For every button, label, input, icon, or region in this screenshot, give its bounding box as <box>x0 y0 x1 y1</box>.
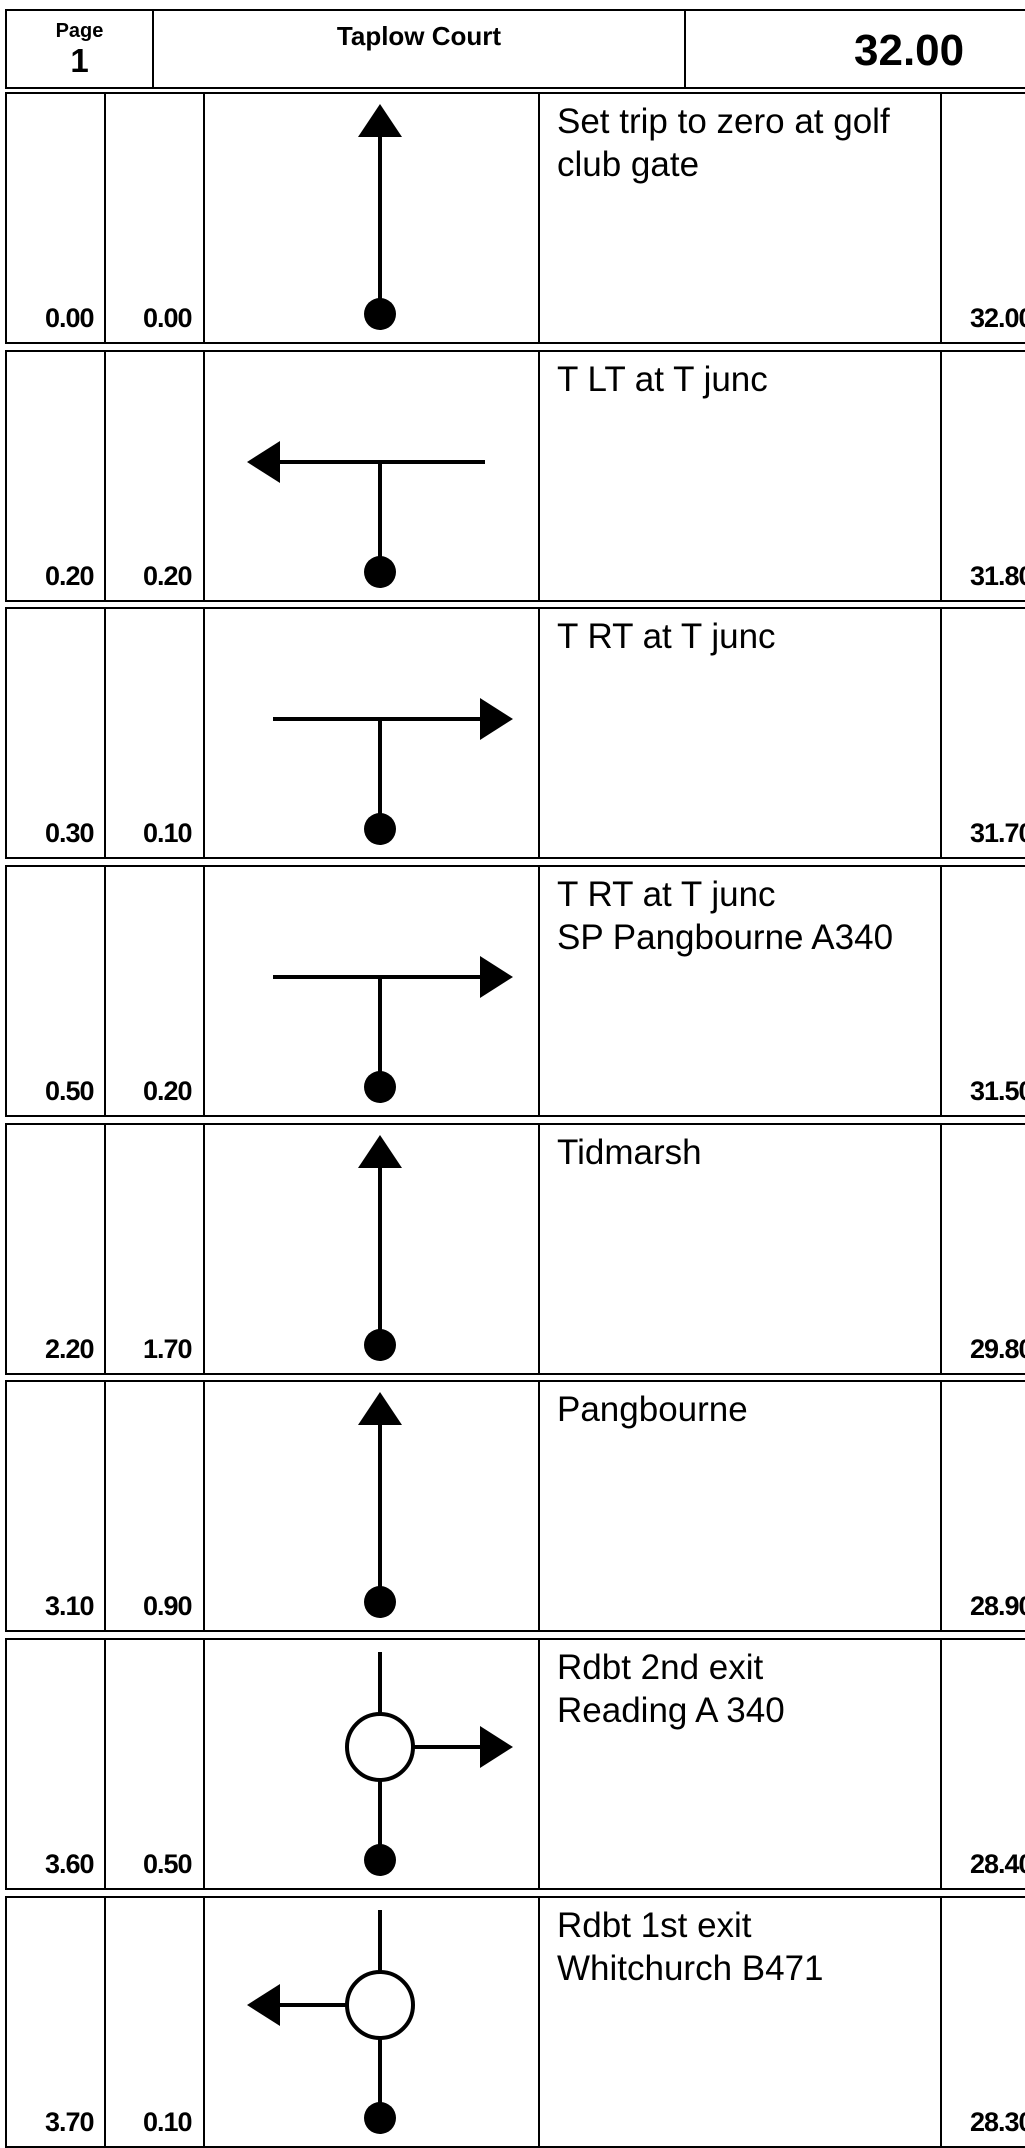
instruction-text: Tidmarsh <box>557 1133 702 1172</box>
cumulative-distance: 3.10 <box>45 1591 95 1621</box>
remaining-distance-cell: 28.90 <box>942 1382 1025 1630</box>
instruction-cell: T LT at T junc <box>540 352 942 600</box>
instruction-row: 0.20 0.20 T LT at T junc 31.80 <box>5 350 1025 602</box>
remaining-distance-cell: 31.70 <box>942 609 1025 857</box>
interval-distance-cell: 0.90 <box>106 1382 205 1630</box>
cumulative-distance-cell: 2.20 <box>7 1125 106 1373</box>
remaining-distance: 32.00 <box>970 303 1025 333</box>
interval-distance: 1.70 <box>143 1334 193 1364</box>
straight-ahead-arrow-icon <box>358 104 402 330</box>
cumulative-distance: 3.70 <box>45 2107 95 2137</box>
instruction-text: T RT at T junc SP Pangbourne A340 <box>557 875 894 957</box>
instruction-cell: Set trip to zero at golf club gate <box>540 94 942 342</box>
cumulative-distance-cell: 0.50 <box>7 867 106 1115</box>
instruction-text: T LT at T junc <box>557 360 768 399</box>
instruction-row: 3.70 0.10 Rdbt 1st exit Whitchurch B471 … <box>5 1896 1025 2148</box>
interval-distance-cell: 0.50 <box>106 1640 205 1888</box>
remaining-distance-cell: 32.00 <box>942 94 1025 342</box>
remaining-distance: 28.30 <box>970 2107 1025 2137</box>
cumulative-distance: 2.20 <box>45 1334 95 1364</box>
instruction-cell: Rdbt 1st exit Whitchurch B471 <box>540 1898 942 2146</box>
interval-distance-cell: 0.10 <box>106 609 205 857</box>
straight-ahead-arrow-icon <box>358 1135 402 1361</box>
cumulative-distance: 0.00 <box>45 303 95 333</box>
remaining-distance-cell: 31.50 <box>942 867 1025 1115</box>
instruction-text: Rdbt 1st exit Whitchurch B471 <box>557 1906 824 1988</box>
straight-ahead-arrow-icon <box>358 1392 402 1618</box>
instruction-row: 0.00 0.00 Set trip to zero at golf club … <box>5 92 1025 344</box>
tulip-diagram-cell <box>205 609 540 857</box>
t-junction-left-icon <box>247 441 485 588</box>
tulip-diagram-cell <box>205 1640 540 1888</box>
remaining-distance-cell: 29.80 <box>942 1125 1025 1373</box>
cumulative-distance: 0.30 <box>45 818 95 848</box>
tulip-diagram-cell <box>205 1382 540 1630</box>
route-title: Taplow Court <box>154 11 686 87</box>
instruction-row: 2.20 1.70 Tidmarsh 29.80 <box>5 1123 1025 1375</box>
cumulative-distance-cell: 3.60 <box>7 1640 106 1888</box>
interval-distance: 0.50 <box>143 1849 193 1879</box>
route-total-distance: 32.00 <box>854 26 965 75</box>
instruction-row: 3.10 0.90 Pangbourne 28.90 <box>5 1380 1025 1632</box>
instruction-cell: Rdbt 2nd exit Reading A 340 <box>540 1640 942 1888</box>
roadbook-header: Page 1 Taplow Court 32.00 <box>5 9 1025 89</box>
interval-distance-cell: 0.10 <box>106 1898 205 2146</box>
instruction-row: 3.60 0.50 Rdbt 2nd exit Reading A 340 28… <box>5 1638 1025 1890</box>
remaining-distance-cell: 31.80 <box>942 352 1025 600</box>
interval-distance: 0.20 <box>143 1076 193 1106</box>
cumulative-distance-cell: 3.70 <box>7 1898 106 2146</box>
instruction-text: T RT at T junc <box>557 617 776 656</box>
remaining-distance: 31.80 <box>970 561 1025 591</box>
cumulative-distance-cell: 3.10 <box>7 1382 106 1630</box>
roundabout-left-exit-icon <box>247 1910 415 2134</box>
interval-distance-cell: 0.20 <box>106 867 205 1115</box>
remaining-distance: 28.40 <box>970 1849 1025 1879</box>
roundabout-right-exit-icon <box>345 1652 513 1876</box>
cumulative-distance: 3.60 <box>45 1849 95 1879</box>
interval-distance-cell: 0.20 <box>106 352 205 600</box>
tulip-diagram-cell <box>205 94 540 342</box>
tulip-diagram-cell <box>205 867 540 1115</box>
t-junction-right-icon <box>273 698 513 845</box>
instruction-cell: T RT at T junc SP Pangbourne A340 <box>540 867 942 1115</box>
interval-distance: 0.10 <box>143 818 193 848</box>
page-label: Page <box>55 20 104 42</box>
tulip-diagram-cell <box>205 352 540 600</box>
interval-distance: 0.90 <box>143 1591 193 1621</box>
instruction-row: 0.50 0.20 T RT at T junc SP Pangbourne A… <box>5 865 1025 1117</box>
instruction-text: Set trip to zero at golf club gate <box>557 102 890 184</box>
tulip-diagram-cell <box>205 1898 540 2146</box>
instruction-cell: Pangbourne <box>540 1382 942 1630</box>
tulip-diagram-cell <box>205 1125 540 1373</box>
interval-distance-cell: 1.70 <box>106 1125 205 1373</box>
cumulative-distance: 0.50 <box>45 1076 95 1106</box>
interval-distance-cell: 0.00 <box>106 94 205 342</box>
instruction-cell: Tidmarsh <box>540 1125 942 1373</box>
instruction-text: Pangbourne <box>557 1390 748 1429</box>
instruction-cell: T RT at T junc <box>540 609 942 857</box>
remaining-distance-cell: 28.40 <box>942 1640 1025 1888</box>
cumulative-distance-cell: 0.20 <box>7 352 106 600</box>
interval-distance: 0.00 <box>143 303 193 333</box>
t-junction-right-icon <box>273 956 513 1103</box>
cumulative-distance-cell: 0.30 <box>7 609 106 857</box>
remaining-distance: 31.50 <box>970 1076 1025 1106</box>
page-indicator: Page 1 <box>7 11 154 87</box>
remaining-distance: 28.90 <box>970 1591 1025 1621</box>
cumulative-distance-cell: 0.00 <box>7 94 106 342</box>
instruction-text: Rdbt 2nd exit Reading A 340 <box>557 1648 785 1730</box>
remaining-distance-cell: 28.30 <box>942 1898 1025 2146</box>
instruction-row: 0.30 0.10 T RT at T junc 31.70 <box>5 607 1025 859</box>
page-number: 1 <box>70 42 89 79</box>
interval-distance: 0.20 <box>143 561 193 591</box>
interval-distance: 0.10 <box>143 2107 193 2137</box>
remaining-distance: 31.70 <box>970 818 1025 848</box>
remaining-distance: 29.80 <box>970 1334 1025 1364</box>
cumulative-distance: 0.20 <box>45 561 95 591</box>
